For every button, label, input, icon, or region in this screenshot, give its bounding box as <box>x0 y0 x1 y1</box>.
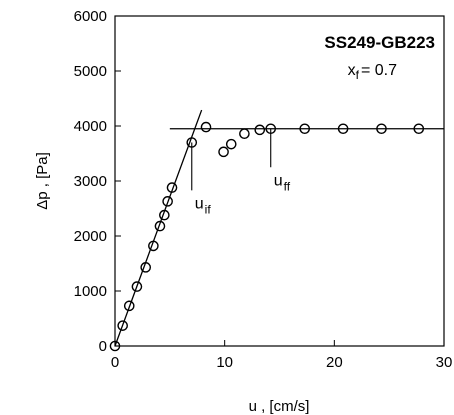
data-point <box>148 240 159 252</box>
data-point <box>166 182 178 193</box>
y-tick-label: 2000 <box>74 228 107 245</box>
y-tick-label: 6000 <box>74 8 107 25</box>
axis-ticks: 0 10 20 30 0 1000 2000 3000 4000 5000 6000 <box>74 8 453 371</box>
data-point <box>413 123 425 135</box>
velocity-markers: uif uff <box>191 128 291 216</box>
y-tick-label: 0 <box>99 338 107 355</box>
data-point <box>123 300 135 312</box>
data-points <box>109 121 425 352</box>
data-point <box>154 220 166 232</box>
data-point <box>159 209 170 221</box>
data-point <box>131 281 143 292</box>
y-tick-label: 4000 <box>74 118 107 135</box>
xf-annotation: xf = 0.7 <box>348 62 397 82</box>
data-point <box>200 121 212 133</box>
data-point <box>376 123 387 135</box>
data-point <box>109 340 121 352</box>
y-tick-label: 5000 <box>74 63 107 80</box>
y-tick-label: 3000 <box>74 173 107 190</box>
marker-label-if: uif <box>195 195 212 216</box>
data-point <box>239 128 250 139</box>
chart-title: SS249-GB223 <box>324 33 435 52</box>
data-point <box>117 320 128 331</box>
x-tick-label: 20 <box>326 354 343 371</box>
data-point <box>140 262 152 273</box>
x-tick-label: 0 <box>111 354 119 371</box>
data-point <box>162 196 173 207</box>
y-tick-label: 1000 <box>74 283 107 300</box>
x-axis-title: u , [cm/s] <box>249 398 310 415</box>
data-point <box>225 138 237 150</box>
y-axis-title: Δp , [Pa] <box>34 152 51 210</box>
data-point <box>254 124 266 136</box>
fit-lines <box>114 109 444 347</box>
data-point <box>337 123 349 135</box>
marker-label-ff: uff <box>274 172 291 193</box>
x-tick-label: 30 <box>436 354 453 371</box>
x-tick-label: 10 <box>216 354 233 371</box>
data-point <box>218 146 229 158</box>
fit-line-rising <box>114 109 203 347</box>
data-point <box>299 123 311 135</box>
